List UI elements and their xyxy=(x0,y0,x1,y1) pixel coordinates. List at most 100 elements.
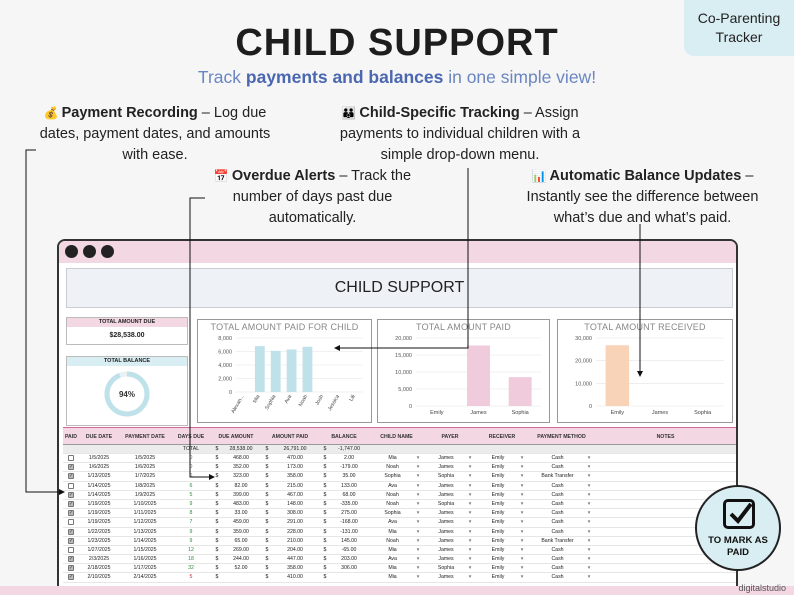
child-name-select[interactable]: Mia xyxy=(388,565,397,572)
receiver-select[interactable]: Emily xyxy=(491,491,505,498)
paid-checkbox[interactable]: ✓ xyxy=(68,491,74,498)
column-header[interactable]: PAYER xyxy=(441,434,459,440)
payer-select[interactable]: James xyxy=(438,510,454,517)
chevron-down-icon[interactable]: ▾ xyxy=(468,473,472,480)
amount-paid[interactable]: 358.00 xyxy=(287,565,303,572)
receiver-select[interactable]: Emily xyxy=(491,565,505,572)
chevron-down-icon[interactable]: ▾ xyxy=(468,500,472,507)
child-name-select[interactable]: Noah xyxy=(386,500,399,507)
due-date[interactable]: 1/23/2025 xyxy=(87,537,111,544)
payment-date[interactable]: 1/11/2025 xyxy=(133,510,157,517)
amount-paid[interactable]: 210.00 xyxy=(287,537,303,544)
payer-select[interactable]: James xyxy=(438,519,454,526)
payment-date[interactable]: 1/13/2025 xyxy=(133,528,157,535)
payer-select[interactable]: Sophia xyxy=(437,473,455,480)
chevron-down-icon[interactable]: ▾ xyxy=(416,500,420,507)
chevron-down-icon[interactable]: ▾ xyxy=(520,537,524,544)
payment-date[interactable]: 1/5/2025 xyxy=(134,455,156,461)
chevron-down-icon[interactable]: ▾ xyxy=(520,519,524,526)
notes-cell[interactable] xyxy=(595,454,736,463)
payer-select[interactable]: Sophia xyxy=(437,500,455,507)
column-header[interactable]: DUE DATE xyxy=(85,434,113,440)
child-name-select[interactable]: Ava xyxy=(388,482,397,489)
chevron-down-icon[interactable]: ▾ xyxy=(587,537,591,544)
child-name-select[interactable]: Mia xyxy=(388,546,397,553)
chevron-down-icon[interactable]: ▾ xyxy=(468,556,472,563)
column-header[interactable]: PAID xyxy=(64,434,77,440)
column-header[interactable]: DUE AMOUNT xyxy=(218,434,254,440)
notes-cell[interactable] xyxy=(595,463,736,472)
payment-method-select[interactable]: Cash xyxy=(551,491,564,498)
amount-paid[interactable]: 410.00 xyxy=(287,574,303,581)
notes-cell[interactable] xyxy=(595,564,736,573)
due-date[interactable]: 1/13/2025 xyxy=(87,473,111,480)
window-dot-icon[interactable] xyxy=(101,245,114,258)
due-date[interactable]: 2/18/2025 xyxy=(87,565,111,572)
receiver-select[interactable]: Emily xyxy=(491,528,505,535)
chevron-down-icon[interactable]: ▾ xyxy=(587,491,591,498)
receiver-select[interactable]: Emily xyxy=(491,546,505,553)
payment-method-select[interactable]: Cash xyxy=(551,455,564,461)
child-name-select[interactable]: Noah xyxy=(386,491,399,498)
due-date[interactable]: 1/14/2025 xyxy=(87,482,111,489)
payment-method-select[interactable]: Cash xyxy=(551,556,564,563)
receiver-select[interactable]: Emily xyxy=(491,500,505,507)
child-name-select[interactable]: Sophia xyxy=(384,510,401,517)
payment-method-select[interactable]: Cash xyxy=(551,565,564,572)
amount-paid[interactable]: 228.00 xyxy=(287,528,303,535)
payment-date[interactable]: 1/15/2025 xyxy=(133,546,157,553)
chevron-down-icon[interactable]: ▾ xyxy=(468,537,472,544)
due-amount[interactable] xyxy=(221,573,261,582)
chevron-down-icon[interactable]: ▾ xyxy=(520,455,524,461)
due-amount[interactable]: 352.00 xyxy=(233,464,249,471)
child-name-select[interactable]: Ava xyxy=(388,519,397,526)
payer-select[interactable]: James xyxy=(438,491,454,498)
chevron-down-icon[interactable]: ▾ xyxy=(520,482,524,489)
child-name-select[interactable]: Noah xyxy=(386,537,399,544)
due-date[interactable]: 1/19/2025 xyxy=(87,510,111,517)
chevron-down-icon[interactable]: ▾ xyxy=(468,519,472,526)
amount-paid[interactable]: 291.00 xyxy=(287,519,303,526)
chevron-down-icon[interactable]: ▾ xyxy=(520,510,524,517)
chevron-down-icon[interactable]: ▾ xyxy=(587,565,591,572)
due-amount[interactable]: 269.00 xyxy=(233,546,249,553)
payment-date[interactable]: 1/6/2025 xyxy=(134,464,156,471)
chevron-down-icon[interactable]: ▾ xyxy=(468,574,472,581)
receiver-select[interactable]: Emily xyxy=(491,519,505,526)
chevron-down-icon[interactable]: ▾ xyxy=(587,546,591,553)
payment-date[interactable]: 1/8/2025 xyxy=(134,482,156,489)
payment-method-select[interactable]: Cash xyxy=(551,500,564,507)
chevron-down-icon[interactable]: ▾ xyxy=(416,556,420,563)
due-amount[interactable]: 359.00 xyxy=(233,528,249,535)
paid-checkbox[interactable]: ✓ xyxy=(68,565,74,572)
chevron-down-icon[interactable]: ▾ xyxy=(520,491,524,498)
child-name-select[interactable]: Mia xyxy=(388,528,397,535)
child-name-select[interactable]: Mia xyxy=(388,455,397,461)
due-date[interactable]: 1/19/2025 xyxy=(87,519,111,526)
due-amount[interactable]: 65.00 xyxy=(234,537,248,544)
paid-checkbox[interactable] xyxy=(68,519,74,526)
chevron-down-icon[interactable]: ▾ xyxy=(468,528,472,535)
chevron-down-icon[interactable]: ▾ xyxy=(520,528,524,535)
amount-paid[interactable]: 215.00 xyxy=(287,482,303,489)
receiver-select[interactable]: Emily xyxy=(491,574,505,581)
chevron-down-icon[interactable]: ▾ xyxy=(587,473,591,480)
chevron-down-icon[interactable]: ▾ xyxy=(520,473,524,480)
due-date[interactable]: 1/19/2025 xyxy=(87,500,111,507)
chevron-down-icon[interactable]: ▾ xyxy=(520,574,524,581)
window-dot-icon[interactable] xyxy=(83,245,96,258)
due-date[interactable]: 1/5/2025 xyxy=(88,455,110,461)
chevron-down-icon[interactable]: ▾ xyxy=(416,464,420,471)
payer-select[interactable]: James xyxy=(438,482,454,489)
amount-paid[interactable]: 204.00 xyxy=(287,546,303,553)
due-date[interactable]: 1/22/2025 xyxy=(87,528,111,535)
receiver-select[interactable]: Emily xyxy=(491,473,505,480)
chevron-down-icon[interactable]: ▾ xyxy=(416,519,420,526)
window-dot-icon[interactable] xyxy=(65,245,78,258)
paid-checkbox[interactable]: ✓ xyxy=(68,574,74,581)
chevron-down-icon[interactable]: ▾ xyxy=(416,482,420,489)
column-header[interactable]: CHILD NAME xyxy=(380,434,413,440)
amount-paid[interactable]: 358.00 xyxy=(287,473,303,480)
column-header[interactable]: NOTES xyxy=(656,434,675,440)
amount-paid[interactable]: 467.00 xyxy=(287,491,303,498)
